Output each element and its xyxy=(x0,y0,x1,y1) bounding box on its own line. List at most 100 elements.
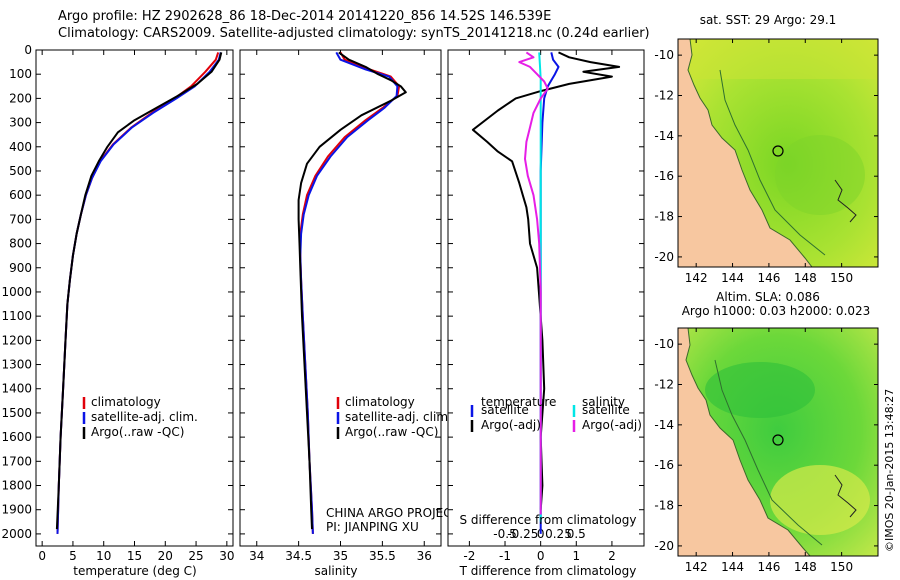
sla-map-subtitle: Argo h1000: 0.03 h2000: 0.023 xyxy=(682,304,871,318)
pi-credit: PI: JIANPING XU xyxy=(326,520,419,534)
sla-map: Altim. SLA: 0.086 Argo h1000: 0.03 h2000… xyxy=(654,290,879,574)
x-tick-label: 35.5 xyxy=(369,549,396,563)
sla-lat-ticks: -10 -12 -14 -16 -18 -20 xyxy=(654,337,878,553)
t-difference-label: T difference from climatology xyxy=(459,564,637,578)
x-tick-label: 20 xyxy=(158,549,173,563)
lat-tick-label: -20 xyxy=(654,250,674,264)
legend-climatology-label: climatology xyxy=(91,395,161,409)
x-tick-label: 35 xyxy=(333,549,348,563)
sst-lat-ticks: -10 -12 -14 -16 -18 -20 xyxy=(654,48,878,264)
sst-map-title: sat. SST: 29 Argo: 29.1 xyxy=(700,13,837,27)
lon-tick-label: 148 xyxy=(794,560,817,574)
sla-lon-ticks: 142 144 146 148 150 xyxy=(685,328,853,574)
x-tick-label: 15 xyxy=(127,549,142,563)
x2-tick-label: 0.5 xyxy=(567,527,586,541)
sst-coastline xyxy=(687,39,813,267)
s-difference-label: S difference from climatology xyxy=(460,513,637,527)
depth-tick-label: 400 xyxy=(9,140,32,154)
lat-tick-label: -20 xyxy=(654,539,674,553)
lon-tick-label: 148 xyxy=(794,271,817,285)
legend-satellite-label: satellite-adj. clim. xyxy=(91,410,198,424)
lat-tick-label: -12 xyxy=(654,377,674,391)
sst-lon-ticks: 142 144 146 148 150 xyxy=(685,39,853,285)
depth-tick-label: 500 xyxy=(9,164,32,178)
x2-tick-label: -0.5 xyxy=(493,527,516,541)
depth-tick-label: 1800 xyxy=(1,479,32,493)
sla-map-field xyxy=(678,328,878,556)
depth-axis-ticks: 0 100 200 300 400 500 600 700 800 900 1000 1100 1200… xyxy=(1,43,233,541)
s-difference-ticks: -0.5-0.250 0.250.5 xyxy=(493,527,586,541)
difference-plot-frame xyxy=(447,49,645,547)
lat-tick-label: -18 xyxy=(654,210,674,224)
temperature-x-ticks: 0 5 10 15 20 25 30 xyxy=(38,50,234,563)
x-tick-label: 10 xyxy=(96,549,111,563)
depth-tick-label: 1000 xyxy=(1,285,32,299)
sst-map-frame xyxy=(677,38,879,268)
legend-t-argo-label: Argo(-adj) xyxy=(481,418,541,432)
depth-tick-label: 2000 xyxy=(1,527,32,541)
lat-tick-label: -14 xyxy=(654,418,674,432)
sst-map-field xyxy=(678,39,878,267)
depth-tick-label: 0 xyxy=(24,43,32,57)
legend-satellite-label: satellite-adj. clim. xyxy=(345,410,452,424)
depth-tick-label: 1900 xyxy=(1,503,32,517)
series-salinity-argo-adj-line xyxy=(518,51,549,515)
sla-land-mass xyxy=(678,328,810,556)
x-tick-label: 1 xyxy=(572,549,580,563)
lon-tick-label: 150 xyxy=(830,271,853,285)
depth-tick-label: 200 xyxy=(9,91,32,105)
x-tick-label: 30 xyxy=(219,549,234,563)
depth-tick-label: 1100 xyxy=(1,309,32,323)
depth-tick-label: 700 xyxy=(9,212,32,226)
depth-tick-label: 1200 xyxy=(1,333,32,347)
project-credit: CHINA ARGO PROJECT xyxy=(326,506,460,520)
depth-tick-label: 300 xyxy=(9,116,32,130)
depth-tick-label: 100 xyxy=(9,67,32,81)
temperature-series-group xyxy=(55,52,223,534)
x-tick-label: 36 xyxy=(417,549,432,563)
sla-coastline xyxy=(685,328,811,556)
salinity-depth-ticks xyxy=(240,49,441,535)
temperature-legend: climatology satellite-adj. clim. Argo(..… xyxy=(82,395,198,439)
x-tick-label: 0 xyxy=(38,549,46,563)
lat-tick-label: -12 xyxy=(654,88,674,102)
legend-argo-label: Argo(..raw -QC) xyxy=(345,425,438,439)
legend-t-satellite-label: satellite xyxy=(481,403,529,417)
depth-tick-label: 1500 xyxy=(1,406,32,420)
salinity-x-ticks: 34 34.5 35 35.5 36 xyxy=(249,50,432,563)
temperature-panel: 0100200300400500600700800900100011001200… xyxy=(1,43,234,578)
sla-argo-marker xyxy=(772,434,784,446)
legend-s-satellite-label: satellite xyxy=(582,403,630,417)
depth-tick-label: 800 xyxy=(9,237,32,251)
lon-tick-label: 142 xyxy=(685,271,708,285)
depth-tick-label: 900 xyxy=(9,261,32,275)
lon-tick-label: 144 xyxy=(721,271,744,285)
figure-title-line1: Argo profile: HZ 2902628_86 18-Dec-2014 … xyxy=(58,9,552,24)
legend-salinity-title: salinity xyxy=(582,395,625,409)
legend-argo-label: Argo(..raw -QC) xyxy=(91,425,184,439)
x-tick-label: 34 xyxy=(249,549,264,563)
lat-tick-label: -10 xyxy=(654,48,674,62)
lat-tick-label: -16 xyxy=(654,169,674,183)
x2-tick-label: 0.25 xyxy=(545,527,572,541)
difference-panel: -2 -1 0 1 2 -0.5-0.250 0.250.5 S difference f… xyxy=(447,49,645,578)
legend-climatology-label: climatology xyxy=(345,395,415,409)
x-tick-label: -1 xyxy=(499,549,511,563)
salinity-x-label: salinity xyxy=(314,564,357,578)
legend-temperature-title: temperature xyxy=(481,395,556,409)
depth-tick-label: 1600 xyxy=(1,430,32,444)
depth-tick-label: 600 xyxy=(9,188,32,202)
difference-series-group xyxy=(471,51,621,534)
depth-tick-label: 1300 xyxy=(1,358,32,372)
salinity-series-group xyxy=(297,51,407,534)
lat-tick-label: -10 xyxy=(654,337,674,351)
lat-tick-label: -18 xyxy=(654,499,674,513)
difference-legend: temperature satellite Argo(-adj) salinit… xyxy=(470,395,642,432)
temperature-x-label: temperature (deg C) xyxy=(73,564,196,578)
depth-tick-label: 1700 xyxy=(1,454,32,468)
lat-tick-label: -16 xyxy=(654,458,674,472)
depth-tick-label: 1400 xyxy=(1,382,32,396)
sst-land-mass xyxy=(678,39,812,267)
sst-map: sat. SST: 29 Argo: 29.1 142 144 146 148 150 … xyxy=(654,13,879,285)
